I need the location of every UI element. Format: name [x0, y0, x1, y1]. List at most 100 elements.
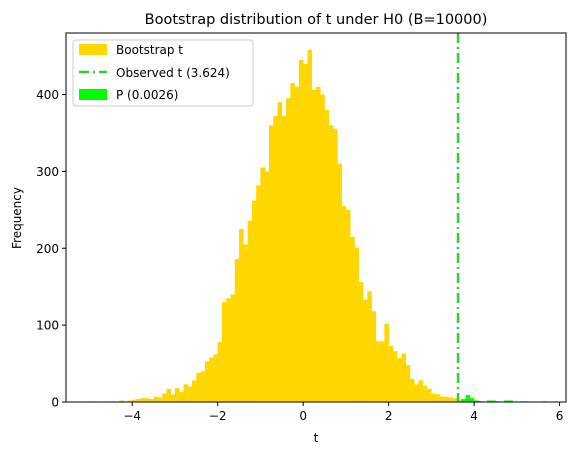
histogram-bar: [217, 342, 223, 402]
histogram-bar: [397, 358, 402, 402]
histogram-bar: [221, 302, 227, 402]
histogram-bar: [119, 400, 124, 402]
legend-swatch-bootstrap: [79, 44, 107, 55]
legend-label-bootstrap: Bootstrap t: [116, 43, 183, 57]
histogram-bar: [316, 86, 321, 402]
histogram-bar: [388, 345, 394, 402]
histogram-bar: [294, 86, 300, 402]
histogram-bar: [260, 167, 266, 402]
histogram-bar: [162, 393, 167, 402]
histogram-bar: [371, 311, 377, 402]
histogram-bar: [427, 388, 432, 402]
histogram-bar: [341, 205, 347, 402]
y-tick-label: 200: [36, 242, 59, 256]
histogram-bar: [367, 291, 372, 402]
histogram-bar: [337, 163, 342, 402]
histogram-bar: [166, 388, 171, 402]
histogram-bar: [303, 63, 308, 402]
histogram-bar: [298, 59, 304, 402]
histogram-bar: [273, 116, 278, 403]
y-tick-label: 0: [51, 396, 59, 410]
histogram-bar: [435, 394, 441, 402]
histogram-bar: [491, 400, 496, 402]
histogram-bar: [136, 398, 142, 402]
histogram-bar: [418, 380, 424, 402]
y-tick-label: 400: [36, 88, 59, 102]
histogram-bar: [209, 357, 214, 402]
histogram-bar: [414, 384, 419, 402]
histogram-bar: [333, 129, 338, 402]
y-tick-label: 100: [36, 319, 59, 333]
plot-frame: [65, 32, 567, 403]
histogram-bar: [354, 247, 360, 402]
histogram-bar: [363, 299, 368, 402]
histogram-bar: [486, 400, 492, 402]
histogram-bar: [132, 399, 137, 402]
histogram-bar: [422, 385, 428, 402]
histogram-bar: [504, 400, 509, 402]
histogram-bar: [230, 294, 236, 403]
histogram-bar: [247, 220, 253, 402]
histogram-bar: [307, 49, 313, 402]
histogram-bar: [469, 398, 475, 402]
x-tick-label: 6: [556, 409, 564, 423]
x-axis-ticks: −4 −2 0 2 4 6: [123, 402, 563, 423]
histogram-bar: [401, 353, 407, 402]
histogram-bar: [457, 399, 462, 402]
histogram-bar: [350, 236, 355, 402]
x-tick-label: −2: [209, 409, 227, 423]
histogram-bars: [89, 49, 548, 403]
x-tick-label: −4: [123, 409, 141, 423]
histogram-bar: [461, 398, 466, 402]
y-tick-label: 300: [36, 165, 59, 179]
histogram-bar: [375, 341, 381, 402]
histogram-bar: [251, 200, 257, 402]
histogram-bar: [439, 396, 445, 402]
histogram-bar: [281, 116, 287, 403]
histogram-bar: [384, 323, 389, 402]
histogram-bar: [187, 386, 193, 403]
y-axis-label: Frequency: [10, 187, 24, 249]
legend-box: [72, 39, 254, 107]
histogram-bar: [320, 94, 325, 402]
histogram-bar: [179, 392, 184, 402]
histogram-bar: [286, 98, 291, 402]
histogram-bar: [405, 365, 411, 402]
histogram-bar: [226, 298, 231, 402]
x-axis-label: t: [314, 431, 319, 445]
histogram-bar: [290, 82, 295, 402]
histogram-bar: [508, 400, 513, 402]
histogram-bar: [157, 397, 163, 402]
x-tick-label: 2: [385, 409, 393, 423]
histogram-bar: [324, 109, 330, 403]
histogram-bar: [277, 102, 283, 402]
histogram-bar: [328, 125, 334, 402]
chart-title: Bootstrap distribution of t under H0 (B=…: [145, 12, 488, 28]
histogram-bar: [380, 341, 385, 402]
histogram-bar: [452, 398, 458, 402]
histogram-bar: [239, 229, 244, 402]
histogram-bar: [448, 397, 454, 402]
legend-swatch-p: [79, 89, 107, 100]
legend-label-observed: Observed t (3.624): [116, 66, 230, 80]
histogram-bar: [268, 125, 274, 402]
histogram-bar: [345, 209, 351, 402]
histogram-bar: [204, 361, 210, 402]
histogram-bar: [200, 371, 206, 402]
histogram-bar: [192, 380, 197, 402]
histogram-bar: [149, 398, 154, 402]
histogram-bar: [170, 394, 176, 402]
x-tick-label: 4: [470, 409, 478, 423]
histogram-bar: [392, 351, 398, 402]
legend-label-p: P (0.0026): [116, 88, 178, 102]
histogram-bar: [264, 171, 270, 403]
histogram-bar: [145, 398, 150, 402]
histogram-bar: [140, 398, 146, 402]
histogram-bar: [358, 282, 364, 402]
histogram-bar: [196, 372, 201, 402]
histogram-bar: [410, 378, 415, 402]
histogram-bar: [183, 384, 189, 402]
histogram-bar: [213, 354, 219, 402]
histogram-bar: [153, 396, 159, 402]
